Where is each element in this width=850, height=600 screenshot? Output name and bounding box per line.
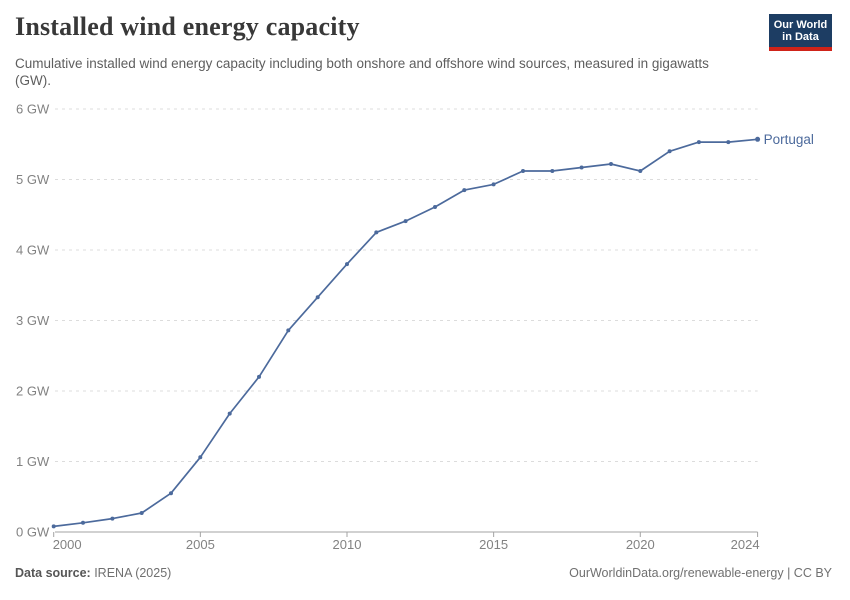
data-point[interactable] — [491, 182, 496, 187]
y-tick-label: 0 GW — [16, 525, 50, 540]
data-point[interactable] — [550, 169, 555, 173]
data-line-portugal[interactable] — [52, 138, 759, 528]
data-point[interactable] — [81, 520, 85, 525]
chart-footer: Data source: IRENA (2025) OurWorldinData… — [15, 566, 832, 580]
x-tick-label: 2024 — [731, 537, 760, 552]
series-end-label[interactable]: Portugal — [764, 132, 814, 147]
x-tick-label: 2000 — [53, 537, 82, 552]
data-source: Data source: IRENA (2025) — [15, 566, 171, 580]
chart-title: Installed wind energy capacity — [15, 12, 360, 41]
data-point[interactable] — [579, 165, 584, 170]
data-point[interactable] — [345, 262, 349, 267]
data-point[interactable] — [462, 188, 467, 193]
data-point[interactable] — [51, 524, 56, 529]
data-point[interactable] — [257, 374, 261, 379]
x-tick-label: 2015 — [479, 537, 508, 552]
x-tick-label: 2010 — [333, 537, 362, 552]
owid-logo-line1: Our World — [773, 19, 828, 31]
owid-logo-line2: in Data — [782, 31, 819, 43]
y-tick-label: 1 GW — [16, 454, 50, 469]
data-point[interactable] — [696, 140, 701, 145]
data-source-value: IRENA (2025) — [90, 566, 172, 580]
chart-subtitle: Cumulative installed wind energy capacit… — [15, 56, 709, 88]
owid-logo[interactable]: Our World in Data — [769, 14, 832, 51]
data-point[interactable] — [638, 169, 643, 173]
y-tick-label: 2 GW — [16, 384, 50, 399]
x-tick-label: 2020 — [626, 537, 655, 552]
data-point[interactable] — [403, 219, 408, 224]
data-point[interactable] — [667, 149, 672, 154]
data-point[interactable] — [609, 162, 613, 166]
data-point[interactable] — [726, 140, 731, 145]
data-point[interactable] — [433, 205, 437, 209]
y-tick-label: 3 GW — [16, 313, 50, 328]
y-tick-label: 5 GW — [16, 172, 50, 187]
data-point[interactable] — [755, 136, 761, 142]
data-point[interactable] — [198, 455, 203, 460]
data-point[interactable] — [521, 169, 525, 173]
data-point[interactable] — [110, 516, 115, 521]
data-point[interactable] — [169, 491, 173, 496]
license-link[interactable]: OurWorldinData.org/renewable-energy | CC… — [569, 566, 832, 580]
data-point[interactable] — [315, 295, 320, 300]
y-tick-label: 6 GW — [16, 102, 50, 117]
data-point[interactable] — [374, 230, 379, 235]
x-tick-label: 2005 — [186, 537, 215, 552]
data-point[interactable] — [286, 328, 291, 333]
data-point[interactable] — [139, 511, 144, 515]
y-tick-label: 4 GW — [16, 243, 50, 258]
data-source-label: Data source: — [15, 566, 91, 580]
data-point[interactable] — [227, 411, 232, 416]
